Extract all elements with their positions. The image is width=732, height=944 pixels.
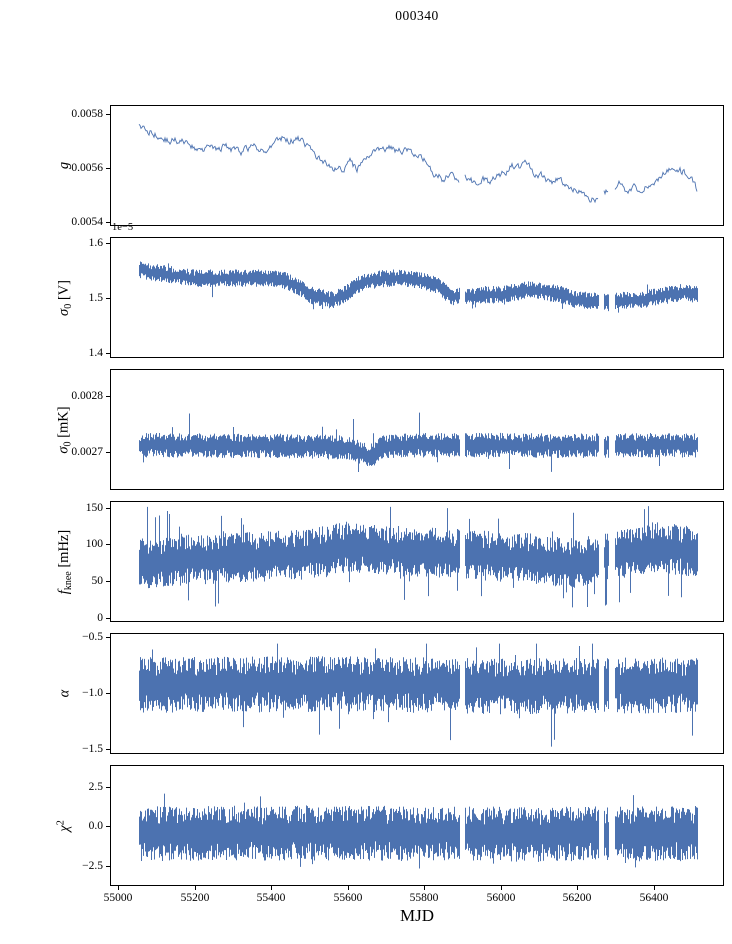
x-tick-mark <box>577 886 578 890</box>
y-tick-mark <box>106 222 110 223</box>
y-tick-mark <box>106 298 110 299</box>
subplot-canvas-g <box>110 105 724 226</box>
y-tick-label: 2.5 <box>88 781 103 793</box>
y-tick-mark <box>106 866 110 867</box>
x-tick-mark <box>195 886 196 890</box>
x-axis-label: MJD <box>399 906 434 925</box>
y-tick-mark <box>106 508 110 509</box>
y-tick-label: −1.0 <box>82 687 103 699</box>
y-tick-label: 100 <box>85 538 103 550</box>
subplot-canvas-sigma0_V <box>110 237 724 358</box>
y-tick-label: −1.5 <box>82 743 103 755</box>
x-tick-mark <box>348 886 349 890</box>
subplot-canvas-sigma0_mK <box>110 369 724 490</box>
x-tick-label: 55000 <box>103 892 133 904</box>
y-tick-label: −0.5 <box>82 631 103 643</box>
y-tick-mark <box>106 826 110 827</box>
y-tick-label: 150 <box>85 502 103 514</box>
x-tick-label: 55600 <box>333 892 363 904</box>
y-tick-mark <box>106 243 110 244</box>
y-tick-label: 1.5 <box>88 292 103 304</box>
y-tick-label: 0.0054 <box>71 216 103 228</box>
x-tick-label: 56000 <box>486 892 516 904</box>
y-tick-label: 0.0 <box>88 820 103 832</box>
y-label-segment: [mK] <box>56 405 73 441</box>
y-tick-mark <box>106 353 110 354</box>
axis-offset-text: 1e−5 <box>112 222 134 233</box>
x-tick-label: 56200 <box>562 892 592 904</box>
subplot-canvas-alpha <box>110 633 724 754</box>
x-tick-label: 55400 <box>256 892 286 904</box>
y-tick-label: 50 <box>91 575 104 587</box>
y-label-segment: f <box>56 589 73 594</box>
y-tick-mark <box>106 787 110 788</box>
x-tick-mark <box>271 886 272 890</box>
y-tick-mark <box>106 114 110 115</box>
y-tick-label: 1.4 <box>88 347 103 359</box>
y-tick-mark <box>106 637 110 638</box>
y-tick-mark <box>106 581 110 582</box>
y-tick-mark <box>106 618 110 619</box>
y-tick-label: 0.0058 <box>71 108 103 120</box>
x-tick-mark <box>424 886 425 890</box>
y-tick-mark <box>106 693 110 694</box>
x-tick-mark <box>501 886 502 890</box>
x-tick-mark <box>654 886 655 890</box>
subplot-canvas-f_knee <box>110 501 724 622</box>
y-tick-mark <box>106 452 110 453</box>
y-tick-mark <box>106 168 110 169</box>
subplot-canvas-chi2 <box>110 765 724 886</box>
x-tick-label: 55200 <box>180 892 210 904</box>
y-tick-mark <box>106 749 110 750</box>
y-tick-label: 1.6 <box>88 237 103 249</box>
y-axis-label-f_knee: fknee [mHz] <box>42 501 88 622</box>
y-tick-mark <box>106 396 110 397</box>
y-tick-label: 0.0027 <box>71 446 103 458</box>
y-label-segment: σ <box>55 308 72 316</box>
y-axis-label-sigma0_mK: σ0 [mK] <box>42 369 88 490</box>
x-tick-label: 55800 <box>409 892 439 904</box>
y-tick-mark <box>106 544 110 545</box>
chart-title: 000340 <box>395 8 439 23</box>
y-tick-label: 0 <box>97 612 103 624</box>
x-tick-mark <box>118 886 119 890</box>
y-tick-label: −2.5 <box>82 860 103 872</box>
x-tick-label: 56400 <box>639 892 669 904</box>
y-tick-label: 0.0028 <box>71 390 103 402</box>
y-tick-label: 0.0056 <box>71 162 103 174</box>
